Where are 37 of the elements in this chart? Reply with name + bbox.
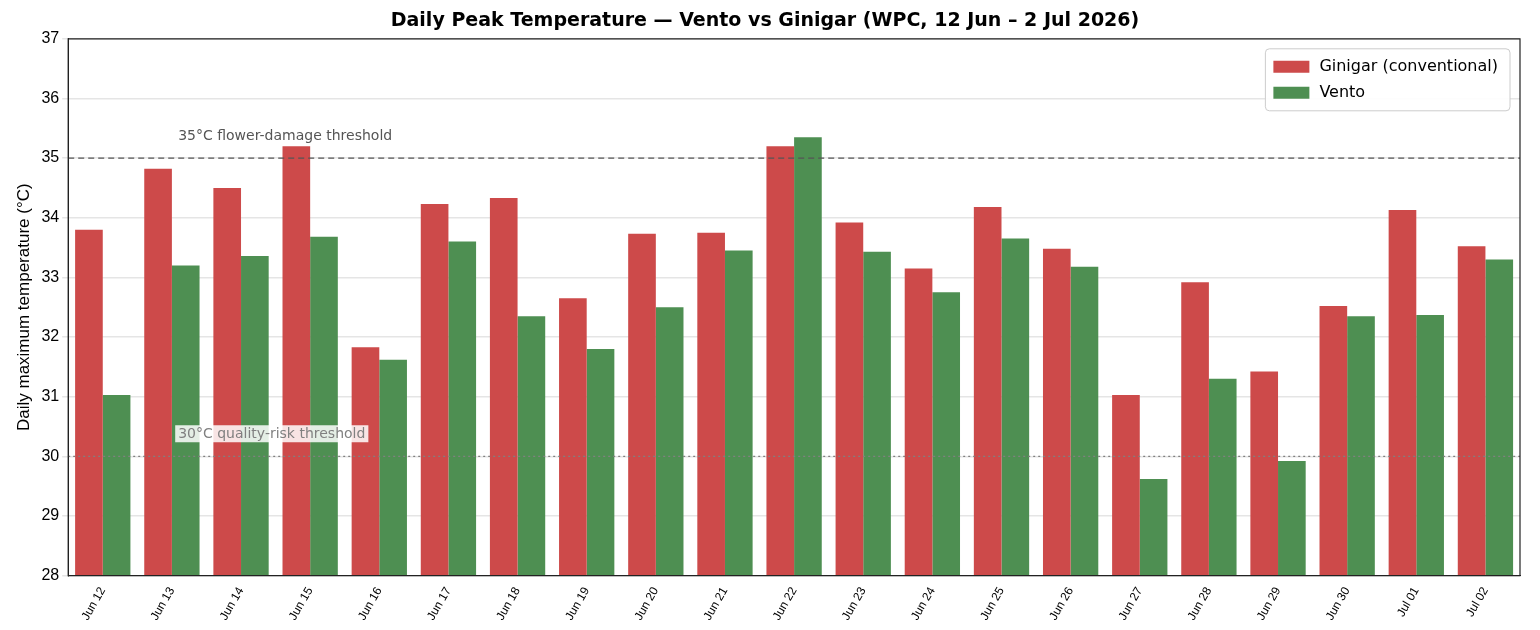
y-tick-label: 32 (41, 327, 60, 345)
x-tick-label: Jun 21 (700, 584, 731, 623)
legend-label: Vento (1319, 81, 1366, 101)
x-tick-label: Jun 19 (562, 584, 593, 623)
x-tick-label: Jun 26 (1045, 584, 1077, 623)
ref-line-label: 30°C quality-risk threshold (178, 424, 366, 441)
y-tick-label: 34 (41, 208, 60, 226)
x-tick-label: Jul 01 (1393, 584, 1422, 620)
y-tick-label: 33 (41, 267, 60, 285)
x-tick-label: Jun 13 (147, 584, 178, 623)
x-tick-label: Jun 28 (1184, 584, 1215, 623)
x-tick-label: Jun 24 (907, 584, 938, 623)
y-tick-label: 30 (41, 446, 60, 464)
y-tick-label: 31 (41, 387, 60, 405)
x-tick-label: Jun 23 (838, 584, 869, 623)
y-tick-label: 35 (41, 148, 60, 166)
y-tick-label: 28 (41, 566, 60, 583)
x-tick-label: Jun 14 (216, 584, 247, 623)
ref-line-label: 35°C flower-damage threshold (178, 126, 393, 143)
y-axis-title: Daily maximum temperature (°C) (13, 183, 33, 432)
x-tick-label: Jun 15 (285, 584, 316, 623)
x-tick-label: Jun 27 (1115, 584, 1146, 623)
x-tick-label: Jun 20 (631, 584, 662, 623)
x-tick-label: Jul 02 (1462, 584, 1492, 620)
y-tick-label: 36 (41, 88, 60, 106)
x-tick-label: Jun 17 (423, 584, 455, 623)
x-tick-label: Jun 30 (1322, 584, 1353, 623)
x-tick-label: Jun 12 (78, 584, 109, 623)
y-tick-label: 29 (41, 506, 60, 524)
x-tick-label: Jun 16 (354, 584, 385, 623)
y-tick-label: 37 (41, 29, 60, 47)
x-tick-label: Jun 22 (769, 584, 800, 623)
chart-title: Daily Peak Temperature — Vento vs Ginigar (WPC, 12 Jun – 2 Jul 2026) (390, 8, 1140, 31)
x-tick-label: Jun 29 (1253, 584, 1284, 623)
legend-label: Ginigar (conventional) (1319, 55, 1499, 75)
x-tick-label: Jun 18 (492, 584, 524, 623)
x-tick-label: Jun 25 (976, 584, 1008, 623)
